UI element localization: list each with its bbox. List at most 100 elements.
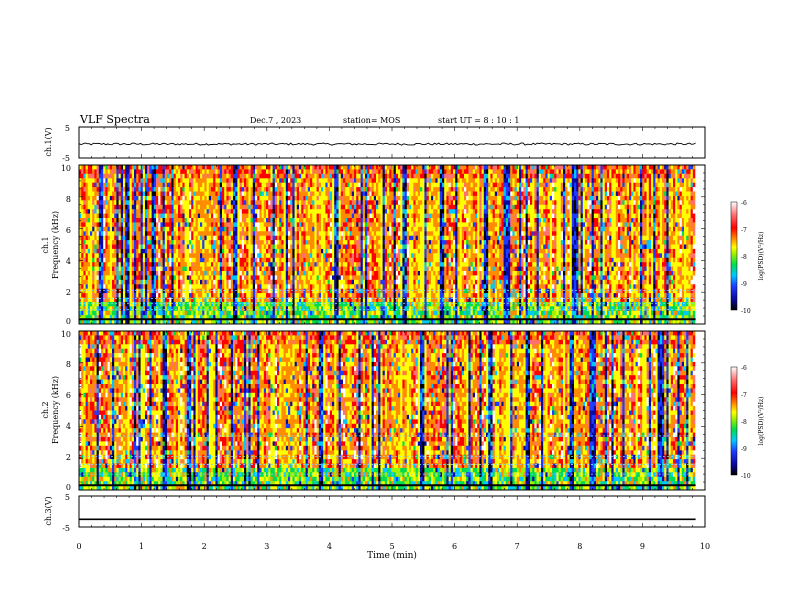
ch1-spec-cell (367, 209, 370, 214)
ch1-spec-cell (94, 310, 97, 316)
ch1-spec-cell (266, 213, 269, 219)
ch1-spec-cell (195, 257, 199, 263)
ch1-spec-cell (105, 257, 108, 263)
ch1-spec-cell (241, 200, 245, 206)
ch1-spec-cell (321, 306, 324, 312)
ch1-spec-cell (323, 306, 326, 312)
ch1-spec-cell (305, 209, 309, 214)
ch1-spec-cell (118, 226, 122, 232)
ch1-spec-cell (83, 288, 86, 294)
ch1-spec-cell (81, 195, 84, 201)
ch1-spec-cell (283, 187, 287, 192)
ch1-spec-cell (182, 253, 185, 259)
ch1-spec-cell (136, 218, 139, 223)
ch1-spec-cell (365, 231, 368, 237)
ch1-spec-cell (87, 209, 91, 214)
ch1-spec-cell (197, 173, 201, 179)
ch1-spec-cell (310, 257, 313, 263)
ch1-spec-cell (259, 279, 262, 285)
ch1-spec-cell (340, 226, 344, 232)
ch1-spec-cell (189, 235, 192, 241)
ch1-spec-cell (120, 178, 124, 184)
ch1-spec-cell (338, 306, 342, 312)
ch1-spec-cell (380, 244, 383, 250)
ch1-spec-cell (237, 231, 240, 237)
ch1-spec-cell (248, 279, 251, 285)
ch1-spec-cell (191, 271, 194, 276)
ch1-spec-cell (125, 240, 128, 245)
ch1-spec-cell (312, 244, 315, 250)
ch1-spec-cell (85, 178, 89, 184)
ch1-spec-cell (327, 191, 331, 197)
ch1-spec-cell (248, 187, 251, 192)
ch1-spec-cell (208, 257, 212, 263)
ch1-spec-cell (294, 178, 298, 184)
ch1-spec-cell (343, 191, 346, 197)
ch1-spec-cell (343, 248, 346, 254)
ch1-spec-cell (270, 319, 273, 325)
ch1-spec-cell (200, 187, 203, 192)
ch1-spec-cell (169, 218, 172, 223)
ch1-spec-cell (228, 204, 232, 210)
ch1-spec-cell (222, 226, 225, 232)
ch1-spec-cell (191, 297, 194, 303)
ch1-spec-cell (285, 253, 289, 259)
ch1-spec-cell (382, 173, 386, 179)
ch1-spec-cell (257, 240, 260, 245)
ch1-spec-cell (294, 284, 298, 290)
ch1-spec-cell (103, 222, 106, 228)
ch1-spec-cell (114, 209, 117, 214)
ch1-spec-cell (171, 213, 174, 219)
ch1-spec-cell (314, 240, 317, 245)
figure-title: VLF Spectra (79, 113, 150, 126)
ch1-spec-cell (343, 319, 346, 325)
ch1-spec-cell (81, 275, 84, 281)
ch1-spec-cell (138, 257, 141, 263)
ch1-spec-cell (213, 279, 216, 285)
ch1-spec-cell (103, 248, 106, 254)
ch1-spec-cell (164, 319, 168, 325)
ch1-spec-cell (285, 204, 289, 210)
ch1-spec-cell (314, 191, 317, 197)
ch1-spec-cell (354, 319, 357, 325)
ch1-spec-cell (107, 248, 111, 254)
ch1-spec-cell (217, 271, 221, 276)
ch1-spec-cell (244, 266, 247, 272)
ch1-spec-cell (189, 257, 192, 263)
ch1-spec-cell (233, 288, 236, 294)
ch1-spec-cell (334, 301, 337, 307)
ch1-spec-cell (79, 240, 82, 245)
ch1-spec-cell (202, 169, 205, 175)
ch1-spec-cell (138, 226, 141, 232)
ch1-spec-cell (219, 319, 223, 325)
ch1-spec-cell (259, 191, 262, 197)
ch1-spec-cell (184, 222, 188, 228)
ch1-spec-cell (360, 178, 364, 184)
ch1-spec-cell (343, 226, 346, 232)
ch1-spec-cell (248, 191, 251, 197)
ch1-spec-cell (169, 165, 172, 170)
ch1-spec-cell (279, 240, 282, 245)
ch1-spec-cell (349, 226, 353, 232)
ch1-spec-cell (85, 288, 89, 294)
ch1-spec-cell (175, 262, 179, 267)
ch1-spec-cell (142, 169, 146, 175)
ch1-spec-cell (208, 248, 212, 254)
ch1-spec-cell (127, 319, 130, 325)
ch1-spec-cell (79, 209, 82, 214)
ch1-spec-cell (266, 279, 269, 285)
ch1-spec-cell (189, 204, 192, 210)
ch1-spec-cell (338, 279, 342, 285)
ch1-spec-cell (239, 271, 243, 276)
ch1-spec-cell (378, 271, 381, 276)
ch1-spec-cell (156, 301, 159, 307)
ch1-spec-cell (338, 315, 342, 320)
ch1-spec-cell (376, 204, 379, 210)
ch1-spec-cell (105, 213, 108, 219)
ch1-spec-cell (222, 195, 225, 201)
ch1-spec-cell (101, 226, 104, 232)
ch1-spec-cell (136, 173, 139, 179)
ch1-spec-cell (96, 173, 100, 179)
ch1-spec-cell (263, 301, 267, 307)
ch1-spec-cell (189, 279, 192, 285)
